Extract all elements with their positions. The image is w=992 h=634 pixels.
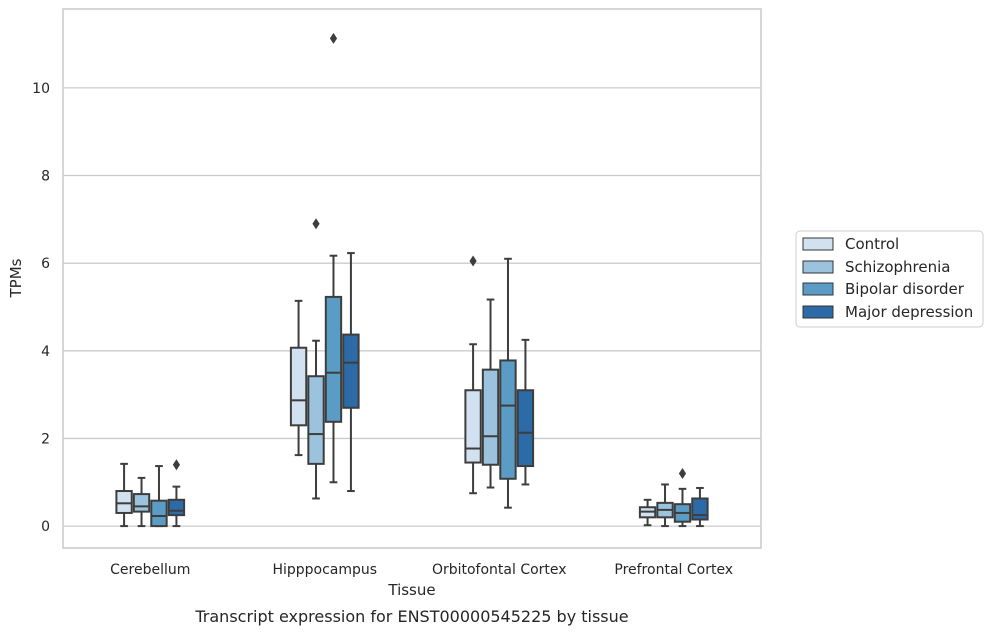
- box-iqr: [307, 375, 325, 465]
- x-tick-label: Hipppocampus: [272, 562, 377, 578]
- box-bipolar-disorder: [324, 32, 343, 484]
- box-major-depression: [516, 338, 535, 486]
- box-iqr: [481, 368, 500, 466]
- box-iqr: [115, 490, 133, 514]
- x-tick-label: Prefrontal Cortex: [614, 562, 733, 578]
- grid-lines: [63, 87, 761, 527]
- box-schizophrenia: [307, 218, 325, 500]
- plot-area-frame: [62, 8, 762, 549]
- y-tick-label: 6: [41, 256, 50, 272]
- legend: Control Schizophrenia Bipolar disorder M…: [795, 230, 984, 328]
- y-tick-label: 2: [41, 431, 50, 447]
- legend-label-schizophrenia: Schizophrenia: [845, 258, 950, 276]
- legend-swatch-bipolar-disorder: [802, 282, 834, 296]
- box-iqr: [324, 295, 343, 423]
- y-tick-label: 0: [41, 519, 50, 535]
- box-major-depression: [167, 459, 186, 528]
- legend-swatch-major-depression: [802, 305, 834, 319]
- box-iqr: [289, 346, 308, 427]
- box-iqr: [464, 389, 482, 464]
- outlier-point: [312, 218, 320, 230]
- box-iqr: [516, 389, 535, 468]
- box-control: [464, 255, 482, 495]
- box-iqr: [167, 498, 186, 517]
- x-axis-label: Tissue: [387, 581, 435, 599]
- legend-frame: [795, 230, 984, 328]
- outlier-point: [329, 32, 338, 44]
- box-major-depression: [691, 486, 709, 528]
- box-control: [638, 498, 657, 527]
- box-major-depression: [342, 252, 360, 493]
- y-tick-label: 4: [41, 344, 50, 360]
- box-iqr: [150, 499, 168, 528]
- x-tick-label: Orbitofontal Cortex: [432, 562, 567, 578]
- box-bipolar-disorder: [150, 465, 168, 528]
- box-iqr: [342, 333, 360, 409]
- box-bipolar-disorder: [673, 468, 692, 528]
- outlier-point: [172, 459, 181, 471]
- legend-label-major-depression: Major depression: [845, 303, 973, 321]
- box-iqr: [499, 359, 517, 480]
- box-schizophrenia: [481, 298, 500, 489]
- x-tick-label: Cerebellum: [110, 562, 190, 578]
- y-tick-label: 10: [32, 81, 50, 97]
- box-control: [289, 299, 308, 457]
- outlier-point: [469, 255, 477, 267]
- legend-label-bipolar-disorder: Bipolar disorder: [845, 280, 965, 298]
- box-iqr: [691, 497, 709, 521]
- chart-caption: Transcript expression for ENST0000054522…: [194, 607, 628, 626]
- box-iqr: [132, 493, 151, 513]
- legend-swatch-schizophrenia: [802, 260, 834, 274]
- y-axis-label: TPMs: [7, 258, 25, 298]
- outlier-point: [678, 468, 687, 480]
- box-schizophrenia: [132, 476, 151, 528]
- box-plot-series: [115, 32, 709, 528]
- y-tick-label: 8: [41, 169, 50, 185]
- box-control: [115, 462, 133, 528]
- axis-ticks: 0 2 4 6 8 10 Cerebellum Hipppocampus Orbitofonta…: [32, 81, 733, 578]
- box-bipolar-disorder: [499, 257, 517, 509]
- box-schizophrenia: [656, 483, 674, 528]
- legend-swatch-control: [802, 237, 834, 251]
- legend-label-control: Control: [845, 235, 899, 253]
